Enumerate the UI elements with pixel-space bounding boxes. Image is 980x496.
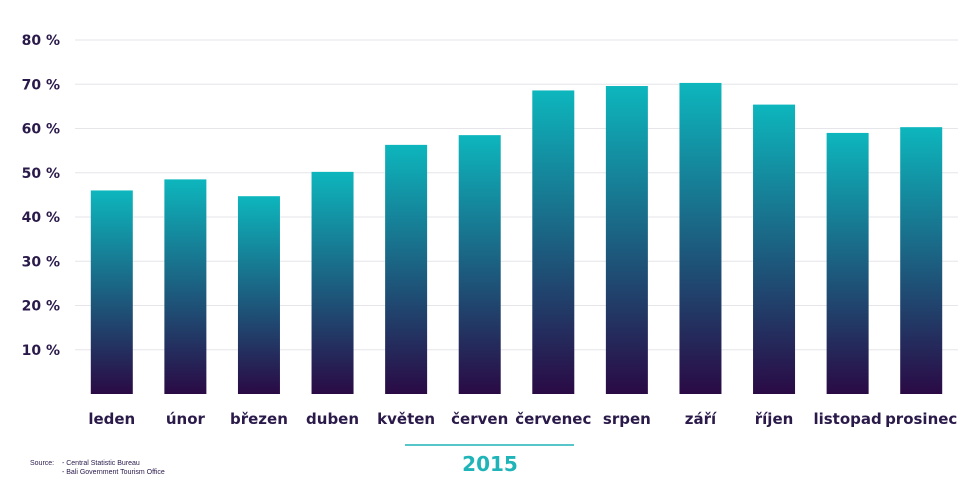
x-tick-label: květen	[377, 410, 435, 428]
y-tick-label: 10 %	[22, 343, 60, 359]
y-tick-label: 40 %	[22, 210, 60, 226]
bar-červen	[458, 135, 501, 394]
bar-duben	[311, 171, 354, 394]
x-tick-label: srpen	[603, 410, 651, 428]
bar-březen	[237, 196, 280, 394]
bar-říjen	[753, 104, 796, 394]
bar-srpen	[605, 86, 648, 395]
bar-leden	[90, 190, 133, 394]
x-tick-label: únor	[166, 410, 206, 428]
y-tick-label: 20 %	[22, 299, 60, 315]
bar-listopad	[826, 132, 869, 395]
source-line-1: - Central Statistic Bureau	[61, 460, 140, 467]
bar-únor	[164, 179, 207, 394]
x-tick-label: duben	[306, 410, 359, 428]
x-tick-label: listopad	[813, 410, 881, 428]
y-tick-label: 60 %	[22, 122, 60, 138]
source-line-2: - Bali Government Tourism Office	[61, 469, 165, 476]
gridlines	[75, 39, 958, 351]
bar-září	[679, 82, 722, 395]
x-tick-label: červenec	[515, 410, 591, 428]
x-axis-ticks: leden únor březen duben květen červen červenec…	[88, 410, 957, 428]
x-axis-label: 2015	[462, 452, 518, 476]
y-tick-label: 50 %	[22, 166, 60, 182]
y-tick-label: 70 %	[22, 77, 60, 93]
x-tick-label: prosinec	[885, 410, 957, 428]
x-tick-label: říjen	[755, 410, 794, 428]
bar-květen	[385, 144, 428, 394]
x-tick-label: březen	[230, 410, 288, 428]
source-label: Source:	[30, 460, 55, 467]
source-note: Source: - Central Statistic Bureau - Bal…	[30, 459, 165, 477]
x-tick-label: červen	[451, 410, 508, 428]
y-tick-label: 80 %	[22, 33, 60, 49]
x-tick-label: září	[685, 410, 717, 428]
y-axis-ticks: 10 % 20 % 30 % 40 % 50 % 60 % 70 % 80 %	[22, 33, 60, 359]
bar-červenec	[532, 90, 575, 394]
y-tick-label: 30 %	[22, 254, 60, 270]
bar-prosinec	[900, 127, 943, 395]
x-tick-label: leden	[88, 410, 135, 428]
bars	[90, 82, 943, 395]
